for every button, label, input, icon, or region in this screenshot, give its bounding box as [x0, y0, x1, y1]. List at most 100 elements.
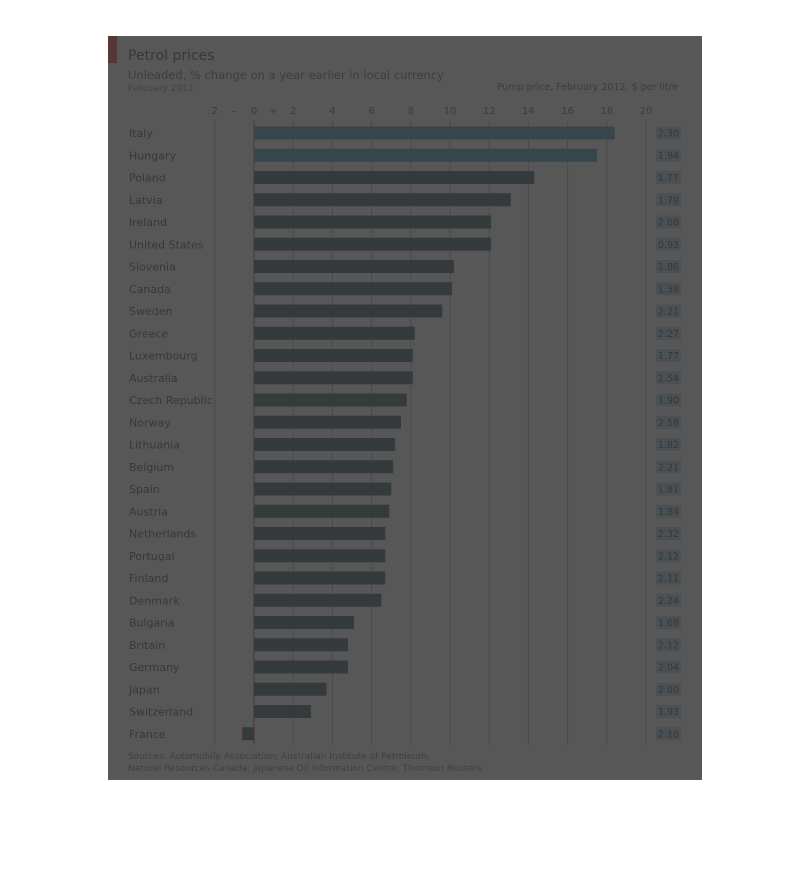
x-tick-label: 18: [600, 106, 613, 117]
bar: [254, 237, 492, 251]
bar: [254, 148, 597, 162]
category-label: Japan: [128, 683, 160, 696]
bar: [254, 193, 511, 207]
bar: [254, 304, 443, 318]
category-label: Greece: [129, 327, 168, 340]
sources-line-1: Sources: Automobile Association; Austral…: [128, 752, 430, 762]
price-label: 1.68: [658, 618, 679, 629]
bar: [254, 460, 394, 474]
category-label: Belgium: [129, 461, 174, 474]
price-label: 2.24: [658, 596, 679, 607]
category-label: Spain: [129, 483, 160, 496]
category-label: Ireland: [129, 216, 167, 229]
price-label: 2.21: [658, 462, 679, 473]
x-tick-label: 0: [251, 106, 257, 117]
x-tick-label: 8: [408, 106, 414, 117]
x-sign-minus: –: [232, 106, 237, 117]
price-label: 2.30: [658, 129, 679, 140]
price-label: 1.81: [658, 485, 679, 496]
bar: [254, 438, 396, 451]
category-label: Hungary: [129, 149, 176, 162]
category-label: Australia: [129, 372, 178, 385]
bar: [254, 326, 415, 340]
price-label: 0.93: [658, 240, 679, 251]
category-label: Portugal: [129, 550, 175, 563]
bar: [254, 682, 327, 696]
sources-note: Sources: Automobile Association; Austral…: [128, 751, 481, 775]
category-label: Austria: [129, 505, 168, 518]
price-label: 1.79: [658, 195, 679, 206]
price-label: 2.00: [658, 685, 679, 696]
bar: [254, 482, 392, 496]
price-label: 2.21: [658, 307, 679, 318]
x-tick-label: 6: [368, 106, 374, 117]
x-tick-label: 14: [522, 106, 535, 117]
category-label: Slovenia: [129, 261, 176, 274]
bar: [254, 705, 311, 718]
bar: [254, 215, 492, 229]
price-label: 2.58: [658, 418, 679, 429]
category-label: Bulgaria: [129, 617, 175, 630]
x-tick-label: 12: [483, 106, 496, 117]
price-label: 2.10: [658, 729, 679, 740]
bar: [254, 171, 535, 184]
category-label: Sweden: [129, 305, 172, 318]
price-label: 2.12: [658, 640, 679, 651]
price-label: 1.93: [658, 707, 679, 718]
bar: [254, 660, 349, 674]
bar: [254, 549, 386, 563]
category-label: United States: [129, 238, 204, 251]
category-label: France: [129, 728, 166, 741]
category-label: Poland: [129, 172, 166, 185]
x-tick-label: 16: [561, 106, 574, 117]
bar: [254, 393, 407, 407]
x-tick-label: 2: [290, 106, 296, 117]
bar: [242, 727, 254, 741]
x-tick-label: 10: [444, 106, 457, 117]
category-label: Netherlands: [129, 528, 196, 541]
price-label: 1.77: [658, 173, 679, 184]
category-label: Finland: [129, 572, 168, 585]
category-label: Lithuania: [129, 439, 180, 452]
price-label: 2.11: [658, 574, 679, 585]
bar: [254, 282, 452, 296]
category-label: Denmark: [129, 594, 180, 607]
price-label: 2.04: [658, 663, 679, 674]
bar: [254, 638, 349, 652]
category-label: Germany: [129, 661, 180, 674]
price-label: 2.32: [658, 529, 679, 540]
bar: [254, 260, 454, 273]
x-sign-plus: +: [269, 106, 277, 117]
price-label: 1.84: [658, 507, 679, 518]
price-label: 2.08: [658, 218, 679, 229]
price-label: 1.77: [658, 351, 679, 362]
bar: [254, 593, 382, 607]
x-tick-label: 4: [329, 106, 335, 117]
price-label: 1.90: [658, 396, 679, 407]
price-label: 1.54: [658, 373, 679, 384]
bar: [254, 527, 386, 540]
bar: [254, 371, 413, 385]
category-label: Luxembourg: [129, 350, 198, 363]
bar: [254, 415, 401, 429]
price-label: 2.12: [658, 551, 679, 562]
category-label: Czech Republic: [129, 394, 213, 407]
price-label: 1.86: [658, 262, 679, 273]
x-tick-label: 2: [212, 106, 218, 117]
x-tick-label: 20: [640, 106, 653, 117]
bar: [254, 571, 386, 585]
bar: [254, 349, 413, 362]
bar: [254, 126, 615, 140]
price-label: 1.94: [658, 151, 679, 162]
price-label: 1.39: [658, 284, 679, 295]
category-label: Italy: [129, 127, 153, 140]
price-label: 2.27: [658, 329, 679, 340]
price-label: 1.82: [658, 440, 679, 451]
category-label: Switzerland: [129, 706, 193, 719]
bar: [254, 504, 390, 518]
sources-line-2: Natural Resources Canada; Japanese Oil I…: [128, 764, 482, 774]
category-label: Britain: [129, 639, 165, 652]
category-label: Latvia: [129, 194, 163, 207]
category-label: Norway: [129, 416, 171, 429]
